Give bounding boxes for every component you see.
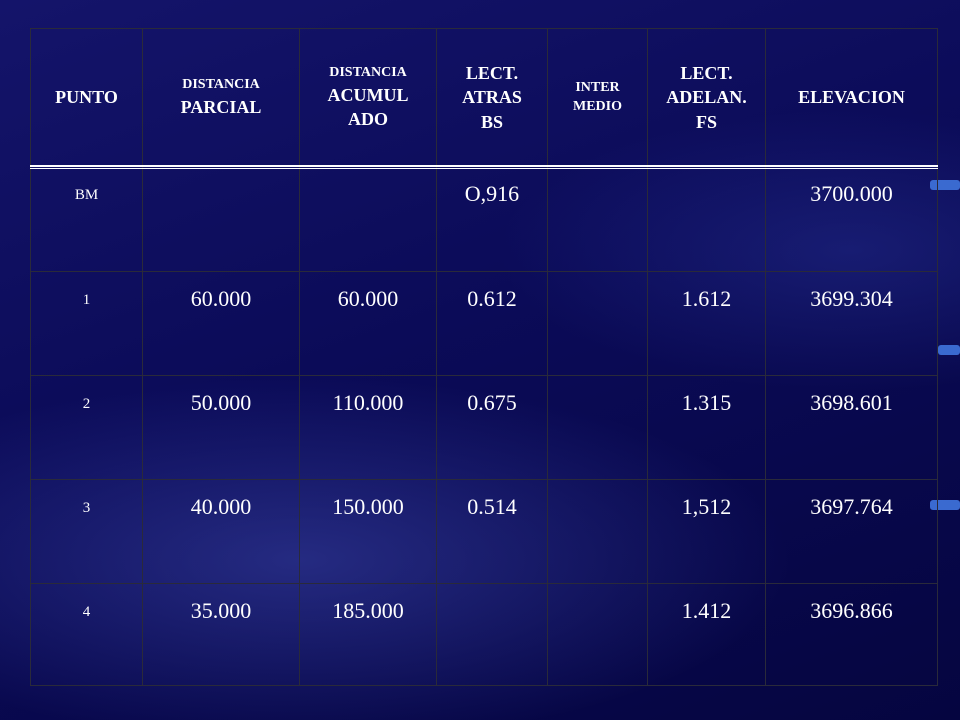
table-cell: 0.514 [437,480,548,584]
table-cell: 3 [30,480,143,584]
table-cell: 50.000 [143,376,300,480]
table-cell: 35.000 [143,584,300,686]
header-text: DISTANCIA [329,64,407,80]
decoration [930,500,960,510]
table-cell: 1,512 [648,480,766,584]
header-cell: INTER MEDIO [548,28,648,167]
header-cell: LECT. ATRAS BS [437,28,548,167]
header-text: BS [480,111,504,132]
table-cell: 0.612 [437,272,548,376]
table-cell: 3700.000 [766,167,938,272]
table-cell: 60.000 [300,272,437,376]
table-cell: BM [30,167,143,272]
table: PUNTO DISTANCIA PARCIAL DISTANCIA ACUMUL ADO L… [30,28,938,686]
table-cell: 3697.764 [766,480,938,584]
table-cell: 40.000 [143,480,300,584]
header-text: MEDIO [573,98,622,114]
table-cell [437,584,548,686]
header-cell: ELEVACION [766,28,938,167]
header-text: LECT. [680,63,733,84]
table-cell: 3698.601 [766,376,938,480]
header-text: PUNTO [55,87,118,108]
header-text: ADELAN. [666,87,747,108]
header-text: ADO [348,108,388,129]
table-cell [548,584,648,686]
table-cell: 0.675 [437,376,548,480]
table-cell: 3696.866 [766,584,938,686]
header-cell: LECT. ADELAN. FS [648,28,766,167]
header-text: ACUMUL [327,84,409,105]
header-text: PARCIAL [180,96,262,117]
table-cell: 1.612 [648,272,766,376]
table-cell: 150.000 [300,480,437,584]
header-text: LECT. [465,63,519,84]
header-cell: PUNTO [30,28,143,167]
header-cell: DISTANCIA PARCIAL [143,28,300,167]
table-cell: 3699.304 [766,272,938,376]
header-text: INTER [575,79,620,95]
header-text: DISTANCIA [182,76,260,92]
table-cell: 1.315 [648,376,766,480]
decoration [938,345,960,355]
table-cell [300,167,437,272]
table-cell [648,167,766,272]
table-cell: O,916 [437,167,548,272]
table-cell: 110.000 [300,376,437,480]
header-cell: DISTANCIA ACUMUL ADO [300,28,437,167]
table-cell: 60.000 [143,272,300,376]
table-cell: 4 [30,584,143,686]
table-cell [143,167,300,272]
header-rule [30,165,938,169]
table-cell: 2 [30,376,143,480]
table-cell [548,272,648,376]
table-cell: 185.000 [300,584,437,686]
table-cell: 1.412 [648,584,766,686]
header-text: ATRAS [462,87,522,108]
decoration [930,180,960,190]
header-text: ELEVACION [798,87,905,108]
table-cell [548,167,648,272]
table-cell [548,480,648,584]
header-text: FS [695,111,717,132]
table-cell: 1 [30,272,143,376]
table-cell [548,376,648,480]
